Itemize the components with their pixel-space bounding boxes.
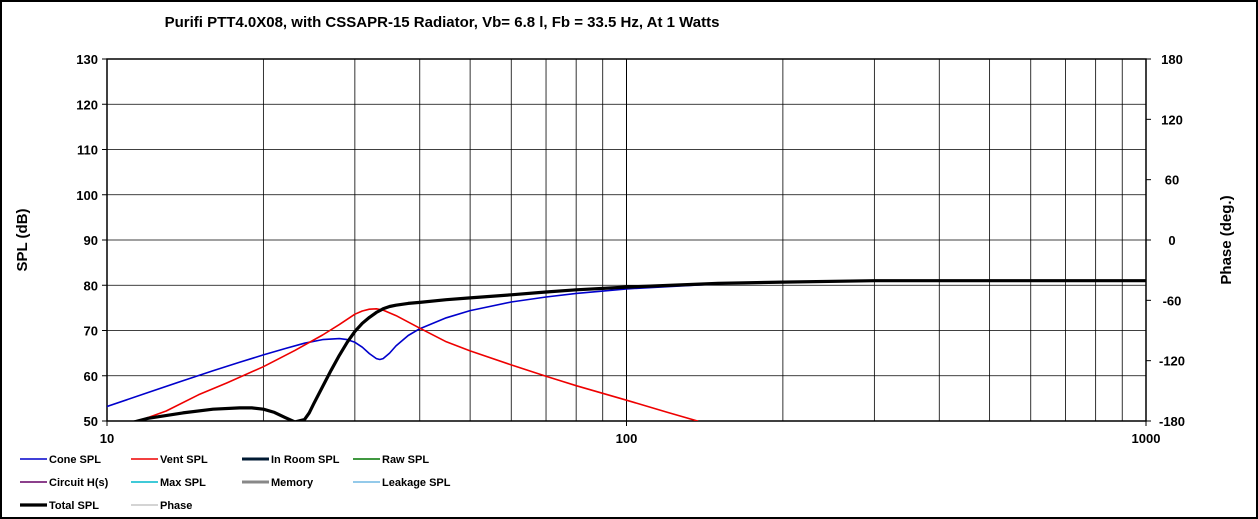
- left-axis-ticks: 50 60 70 80 90 100 110 120 130: [76, 52, 107, 429]
- legend-label-max-spl: Max SPL: [160, 477, 206, 489]
- legend-label-total-spl: Total SPL: [49, 500, 99, 512]
- legend-label-circuit-h-s: Circuit H(s): [49, 477, 109, 489]
- y-tick-label: 120: [76, 97, 98, 112]
- y2-tick-label: -180: [1159, 414, 1185, 429]
- legend-label-cone-spl: Cone SPL: [49, 454, 101, 466]
- y-tick-label: 90: [84, 233, 98, 248]
- legend-label-raw-spl: Raw SPL: [382, 454, 429, 466]
- y2-tick-label: 180: [1161, 52, 1183, 67]
- y-tick-label: 130: [76, 52, 98, 67]
- legend-label-in-room-spl: In Room SPL: [271, 454, 340, 466]
- grid: [106, 58, 1147, 422]
- series-total-spl: [131, 279, 1146, 421]
- legend: Cone SPL Vent SPL In Room SPL Raw SPL Circui…: [20, 454, 451, 512]
- series-lines: [107, 279, 1146, 421]
- y2-tick-label: 60: [1165, 173, 1179, 188]
- right-axis-ticks: -180 -120 -60 0 60 120 180: [1146, 52, 1185, 429]
- y-tick-label: 80: [84, 278, 98, 293]
- y2-tick-label: -120: [1159, 354, 1185, 369]
- chart-title: Purifi PTT4.0X08, with CSSAPR-15 Radiato…: [165, 14, 720, 31]
- x-tick-label: 100: [616, 431, 638, 446]
- x-axis-ticks: 10 100 1000: [100, 421, 1161, 446]
- y2-tick-label: 0: [1168, 233, 1175, 248]
- legend-label-phase: Phase: [160, 500, 192, 512]
- y2-tick-label: 120: [1161, 112, 1183, 127]
- legend-label-leakage-spl: Leakage SPL: [382, 477, 451, 489]
- y-axis-label: SPL (dB): [14, 208, 31, 271]
- series-vent-spl: [137, 307, 699, 421]
- y2-axis-label: Phase (deg.): [1218, 195, 1235, 284]
- legend-label-memory: Memory: [271, 477, 314, 489]
- y-tick-label: 50: [84, 414, 98, 429]
- y-tick-label: 100: [76, 188, 98, 203]
- y2-tick-label: -60: [1163, 293, 1182, 308]
- x-tick-label: 1000: [1132, 431, 1161, 446]
- x-tick-label: 10: [100, 431, 114, 446]
- y-tick-label: 70: [84, 324, 98, 339]
- y-tick-label: 110: [77, 143, 98, 158]
- legend-label-vent-spl: Vent SPL: [160, 454, 208, 466]
- y-tick-label: 60: [84, 369, 98, 384]
